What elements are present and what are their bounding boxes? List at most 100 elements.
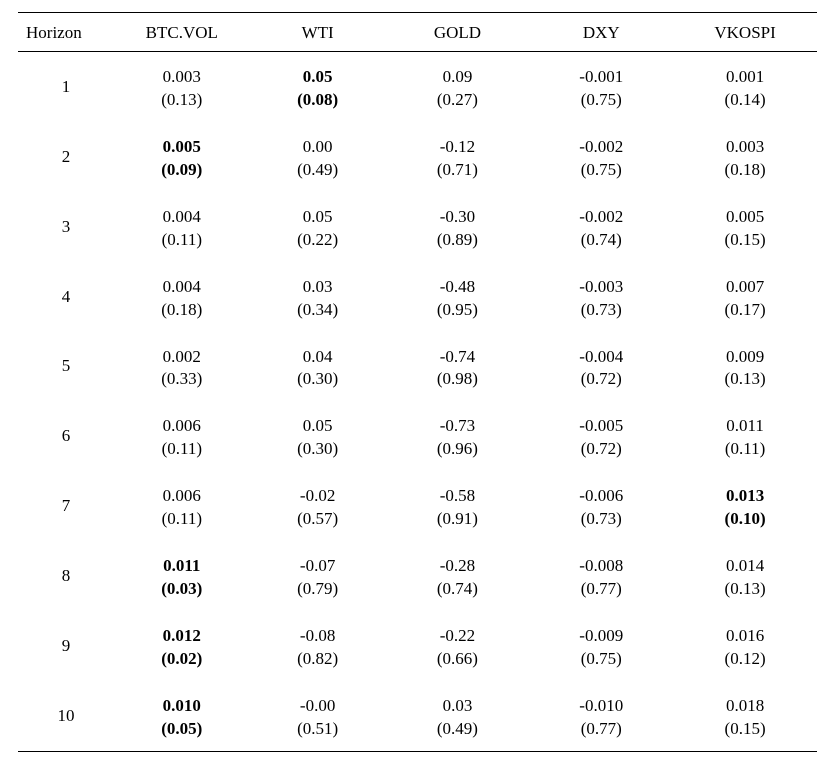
coef-value: 0.003 — [726, 137, 764, 156]
paren-value: (0.91) — [437, 509, 478, 528]
table-row: 40.004(0.18)0.03(0.34)-0.48(0.95)-0.003(… — [18, 262, 817, 332]
coef-value: 0.005 — [163, 137, 201, 156]
table-row: 20.005(0.09)0.00(0.49)-0.12(0.71)-0.002(… — [18, 122, 817, 192]
paren-value: (0.77) — [581, 579, 622, 598]
value-cell: -0.22(0.66) — [386, 611, 530, 681]
value-cell: -0.12(0.71) — [386, 122, 530, 192]
paren-value: (0.08) — [297, 90, 338, 109]
coef-value: 0.04 — [303, 347, 333, 366]
coef-value: -0.001 — [579, 67, 623, 86]
paren-value: (0.73) — [581, 509, 622, 528]
coef-value: -0.010 — [579, 696, 623, 715]
value-cell: 0.003(0.13) — [114, 52, 250, 122]
coef-value: -0.004 — [579, 347, 623, 366]
coef-value: -0.74 — [440, 347, 475, 366]
value-cell: 0.05 (0.08) — [250, 52, 386, 122]
paren-value: (0.72) — [581, 369, 622, 388]
value-cell: 0.05(0.22) — [250, 192, 386, 262]
value-cell: 0.014(0.13) — [673, 541, 817, 611]
value-cell: 0.005(0.15) — [673, 192, 817, 262]
value-cell: -0.58 (0.91) — [386, 471, 530, 541]
table-header-row: Horizon BTC.VOL WTI GOLD DXY VKOSPI — [18, 13, 817, 52]
table-row: 50.002(0.33) 0.04 (0.30) -0.74(0.98) -0.004 (… — [18, 332, 817, 402]
horizon-cell: 10 — [18, 681, 114, 751]
paren-value: (0.14) — [725, 90, 766, 109]
value-cell: -0.73(0.96) — [386, 401, 530, 471]
coef-value: -0.009 — [579, 626, 623, 645]
coef-value: 0.007 — [726, 277, 764, 296]
coef-value: -0.07 — [300, 556, 335, 575]
paren-value: (0.30) — [297, 369, 338, 388]
coef-value: -0.005 — [579, 416, 623, 435]
value-cell: 0.001(0.14) — [673, 52, 817, 122]
coef-value: -0.48 — [440, 277, 475, 296]
value-cell: 0.007(0.17) — [673, 262, 817, 332]
coef-value: 0.05 — [303, 67, 333, 86]
paren-value: (0.11) — [725, 439, 765, 458]
value-cell: 0.04 (0.30) — [250, 332, 386, 402]
paren-value: (0.89) — [437, 230, 478, 249]
table-body: 10.003(0.13)0.05(0.08)0.09(0.27)-0.001(0… — [18, 52, 817, 752]
value-cell: 0.09(0.27) — [386, 52, 530, 122]
value-cell: -0.002(0.75) — [529, 122, 673, 192]
coef-value: 0.010 — [163, 696, 201, 715]
coef-value: -0.08 — [300, 626, 335, 645]
paren-value: (0.10) — [725, 509, 766, 528]
value-cell: -0.001 (0.75) — [529, 52, 673, 122]
coef-value: -0.12 — [440, 137, 475, 156]
results-table: Horizon BTC.VOL WTI GOLD DXY VKOSPI 10.0… — [18, 12, 817, 752]
paren-value: (0.75) — [581, 649, 622, 668]
value-cell: -0.002(0.74) — [529, 192, 673, 262]
paren-value: (0.30) — [297, 439, 338, 458]
col-header-horizon: Horizon — [18, 13, 114, 52]
paren-value: (0.72) — [581, 439, 622, 458]
coef-value: -0.002 — [579, 137, 623, 156]
value-cell: -0.74(0.98) — [386, 332, 530, 402]
coef-value: 0.013 — [726, 486, 764, 505]
value-cell: 0.013 (0.10) — [673, 471, 817, 541]
coef-value: -0.73 — [440, 416, 475, 435]
coef-value: 0.016 — [726, 626, 764, 645]
value-cell: -0.009 (0.75) — [529, 611, 673, 681]
paren-value: (0.73) — [581, 300, 622, 319]
value-cell: 0.002(0.33) — [114, 332, 250, 402]
col-header-wti: WTI — [250, 13, 386, 52]
paren-value: (0.05) — [161, 719, 202, 738]
horizon-cell: 5 — [18, 332, 114, 402]
paren-value: (0.11) — [162, 509, 202, 528]
horizon-cell: 9 — [18, 611, 114, 681]
value-cell: 0.009(0.13) — [673, 332, 817, 402]
paren-value: (0.57) — [297, 509, 338, 528]
paren-value: (0.75) — [581, 90, 622, 109]
table-row: 80.011(0.03)-0.07(0.79)-0.28(0.74)-0.008… — [18, 541, 817, 611]
value-cell: 0.004(0.11) — [114, 192, 250, 262]
coef-value: -0.008 — [579, 556, 623, 575]
value-cell: -0.008 (0.77) — [529, 541, 673, 611]
coef-value: -0.58 — [440, 486, 475, 505]
coef-value: 0.006 — [163, 416, 201, 435]
coef-value: -0.30 — [440, 207, 475, 226]
paren-value: (0.49) — [297, 160, 338, 179]
coef-value: 0.011 — [726, 416, 764, 435]
value-cell: 0.012(0.02) — [114, 611, 250, 681]
paren-value: (0.18) — [725, 160, 766, 179]
horizon-cell: 2 — [18, 122, 114, 192]
horizon-cell: 7 — [18, 471, 114, 541]
value-cell: -0.00(0.51) — [250, 681, 386, 751]
col-header-dxy: DXY — [529, 13, 673, 52]
coef-value: 0.002 — [163, 347, 201, 366]
paren-value: (0.82) — [297, 649, 338, 668]
coef-value: -0.22 — [440, 626, 475, 645]
paren-value: (0.18) — [161, 300, 202, 319]
coef-value: 0.012 — [163, 626, 201, 645]
paren-value: (0.13) — [161, 90, 202, 109]
coef-value: -0.003 — [579, 277, 623, 296]
coef-value: -0.006 — [579, 486, 623, 505]
coef-value: -0.002 — [579, 207, 623, 226]
coef-value: 0.018 — [726, 696, 764, 715]
paren-value: (0.49) — [437, 719, 478, 738]
coef-value: 0.05 — [303, 207, 333, 226]
paren-value: (0.27) — [437, 90, 478, 109]
paren-value: (0.12) — [725, 649, 766, 668]
paren-value: (0.03) — [161, 579, 202, 598]
